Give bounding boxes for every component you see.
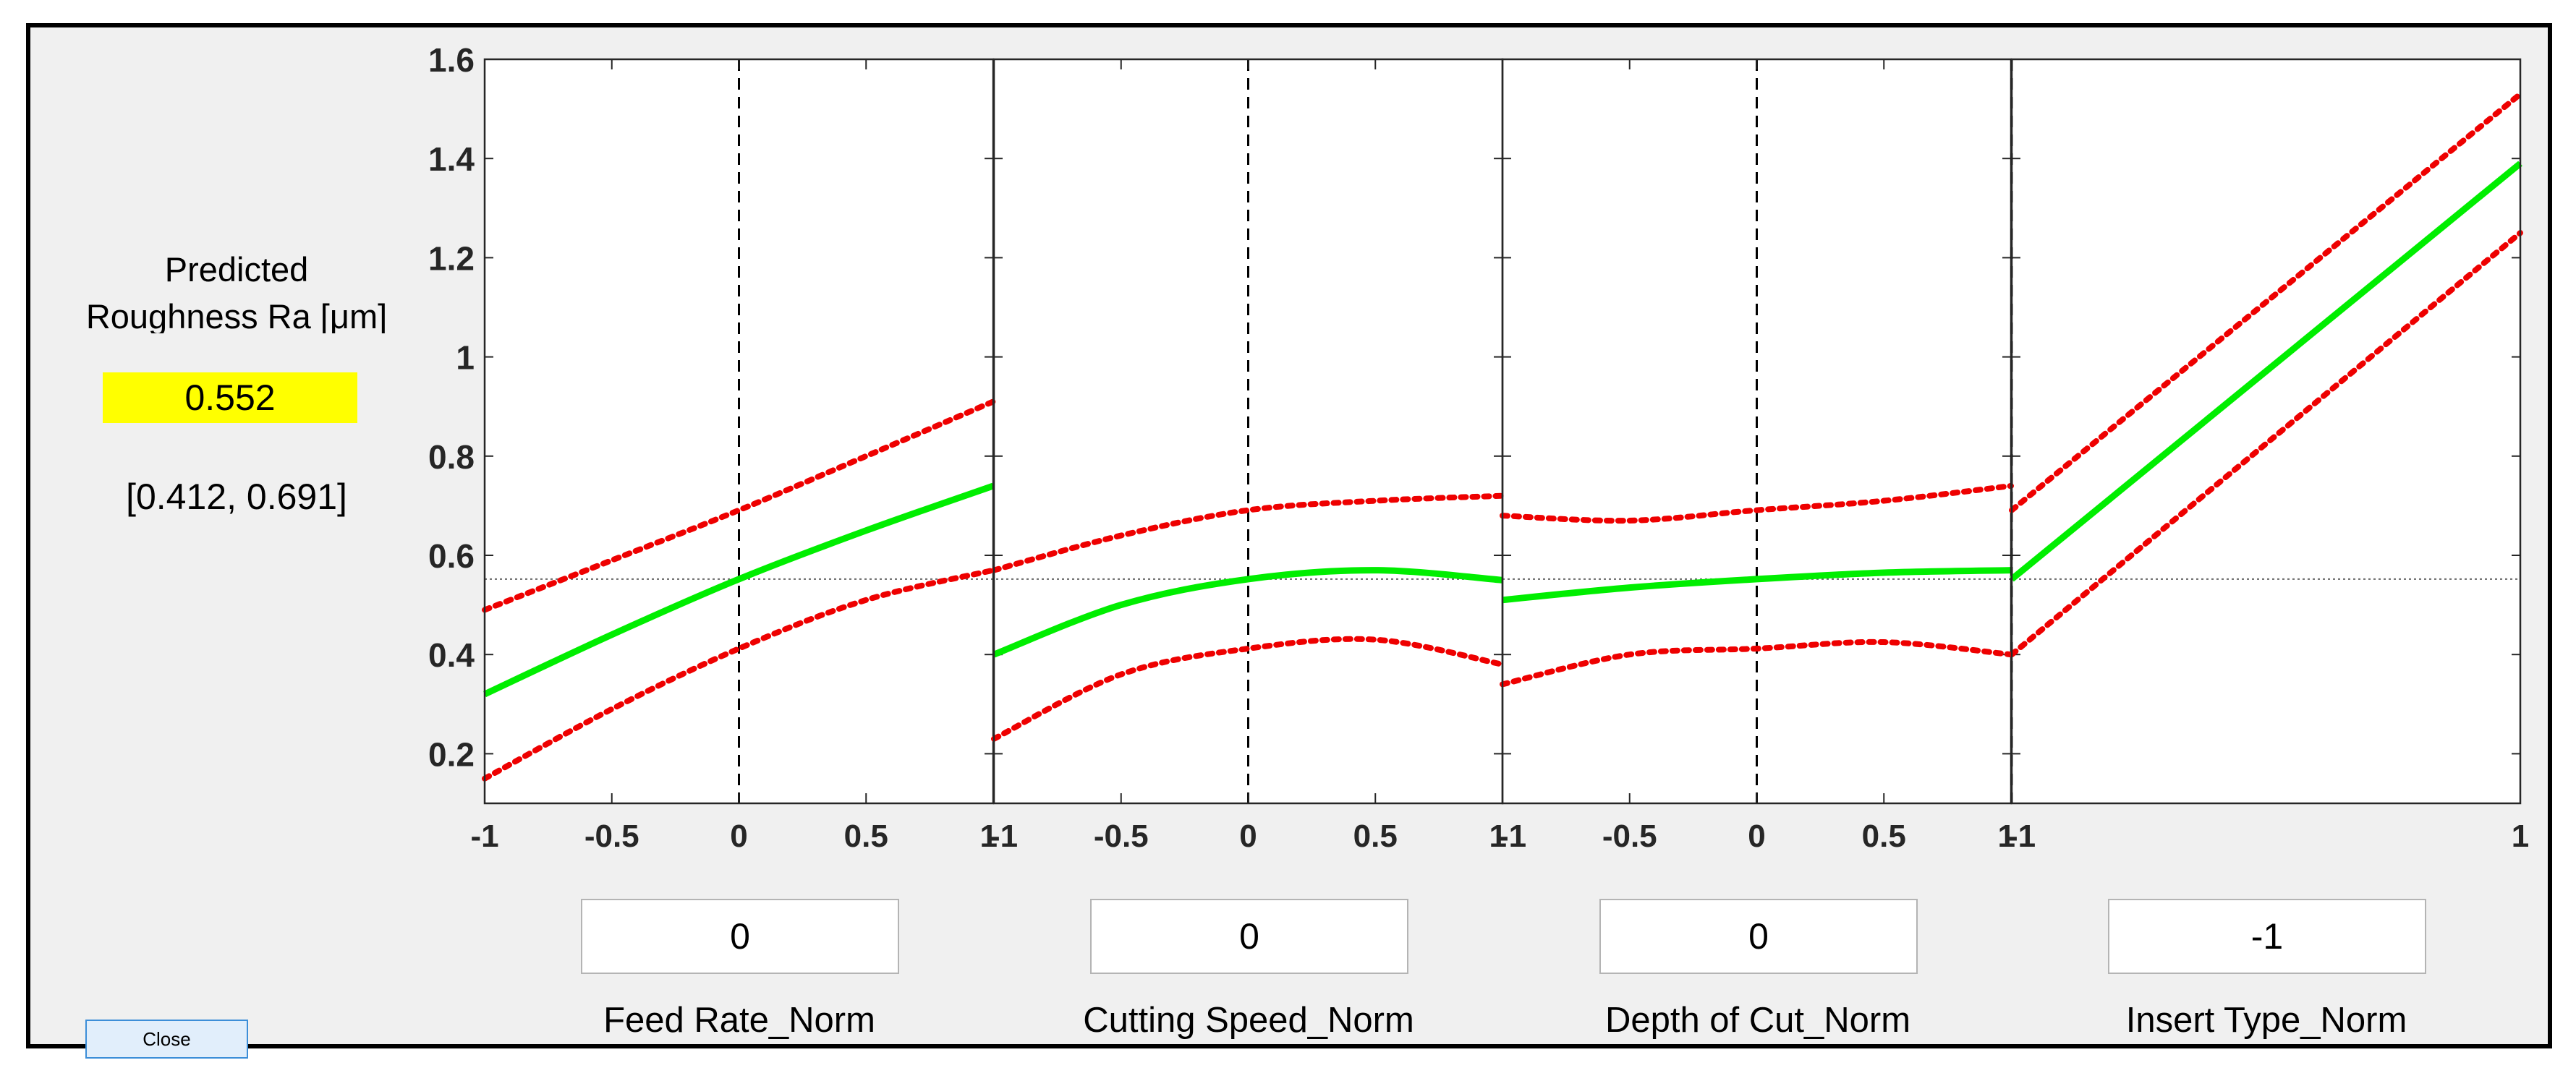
depth-of-cut-input[interactable]: 0 [1599, 899, 1918, 974]
x-tick-label: -0.5 [1094, 819, 1149, 854]
x-tick-label: -1 [990, 819, 1018, 854]
profiler-plot: 0.20.40.60.811.21.41.6-1 -0.5 0 0.5 1-1 -0.5 0… [428, 41, 2529, 854]
confidence-bound-line [1500, 482, 2014, 524]
insert-type-input[interactable]: -1 [2108, 899, 2426, 974]
confidence-bound-line [2009, 230, 2523, 658]
xlabel-feed-rate: Feed Rate_Norm [603, 1001, 875, 1040]
x-tick-label: 1 [1489, 819, 1507, 854]
panel-frame [2010, 58, 2522, 805]
y-tick-label: 0.4 [428, 636, 475, 674]
prediction-title-line1: Predicted [164, 250, 309, 289]
x-tick-label: 0 [730, 819, 747, 854]
x-tick-label: 1 [980, 819, 998, 854]
confidence-interval: [0.412, 0.691] [126, 477, 347, 517]
confidence-bound-line [482, 398, 996, 613]
prediction-title-line2: Roughness Ra [μm] [85, 297, 388, 333]
prediction-line [2010, 161, 2522, 582]
close-button[interactable]: Close [85, 1020, 248, 1059]
prediction-line [483, 482, 995, 698]
x-tick-label: 1 [1998, 819, 2015, 854]
y-tick-label: 1 [456, 339, 475, 377]
x-tick-label: 0.5 [1862, 819, 1906, 854]
profiler-window: Predicted Roughness Ra [μm] 0.552 [0.412… [26, 23, 2552, 1059]
xlabel-insert-type: Insert Type_Norm [2125, 1001, 2407, 1040]
y-tick-label: 0.6 [428, 537, 475, 575]
x-tick-label: -1 [2007, 819, 2036, 854]
confidence-bound-line [1500, 638, 2014, 688]
cutting-speed-input[interactable]: 0 [1090, 899, 1408, 974]
y-tick-label: 1.4 [428, 140, 475, 178]
x-tick-label: -1 [470, 819, 498, 854]
xlabel-depth-of-cut: Depth of Cut_Norm [1604, 1001, 1911, 1040]
y-tick-label: 1.6 [428, 41, 475, 79]
x-tick-label: 0 [1239, 819, 1257, 854]
confidence-bound-line [482, 567, 996, 782]
xlabel-cutting-speed: Cutting Speed_Norm [1083, 1001, 1414, 1040]
x-tick-label: -1 [1498, 819, 1526, 854]
x-tick-label: 0.5 [844, 819, 888, 854]
x-tick-label: 0.5 [1353, 819, 1398, 854]
confidence-bound-line [991, 492, 1505, 573]
x-tick-label: -0.5 [585, 819, 639, 854]
predicted-value: 0.552 [103, 372, 357, 423]
y-tick-label: 0.2 [428, 735, 475, 773]
y-tick-label: 0.8 [428, 438, 475, 476]
prediction-line [992, 567, 1503, 658]
x-tick-label: -0.5 [1602, 819, 1657, 854]
x-tick-label: 0 [1748, 819, 1765, 854]
prediction-line [1502, 567, 2012, 604]
x-tick-label: 1 [2512, 819, 2529, 854]
confidence-bound-line [991, 636, 1505, 742]
feed-rate-input[interactable]: 0 [581, 899, 899, 974]
confidence-bound-line [2009, 91, 2523, 513]
y-tick-label: 1.2 [428, 239, 475, 277]
